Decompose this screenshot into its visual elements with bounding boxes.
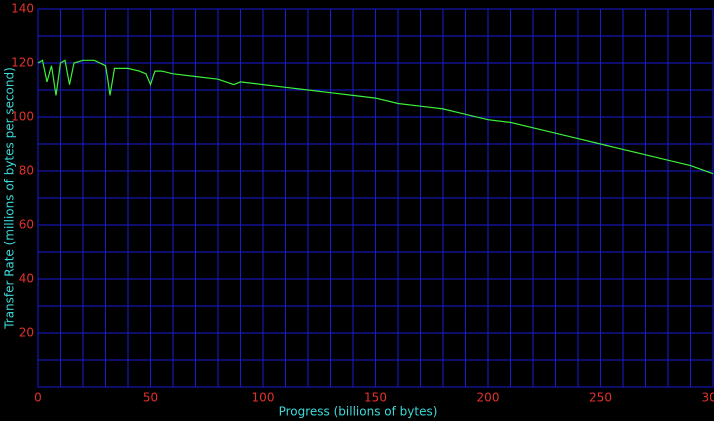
x-tick-label: 300	[702, 391, 714, 405]
x-tick-label: 250	[589, 391, 612, 405]
y-tick-label: 20	[19, 326, 34, 340]
y-tick-label: 60	[19, 218, 34, 232]
x-tick-label: 50	[143, 391, 158, 405]
x-tick-label: 150	[364, 391, 387, 405]
y-tick-label: 40	[19, 272, 34, 286]
y-tick-label: 80	[19, 164, 34, 178]
y-axis-title: Transfer Rate (millions of bytes per sec…	[3, 67, 17, 330]
data-line	[37, 59, 714, 175]
plot-border	[37, 8, 714, 388]
x-tick-label: 100	[252, 391, 275, 405]
y-tick-label: 120	[11, 56, 34, 70]
x-tick-label: 0	[34, 391, 42, 405]
x-axis-title: Progress (billions of bytes)	[279, 405, 438, 419]
y-tick-label: 140	[11, 2, 34, 16]
x-tick-label: 200	[477, 391, 500, 405]
y-tick-label: 100	[11, 110, 34, 124]
